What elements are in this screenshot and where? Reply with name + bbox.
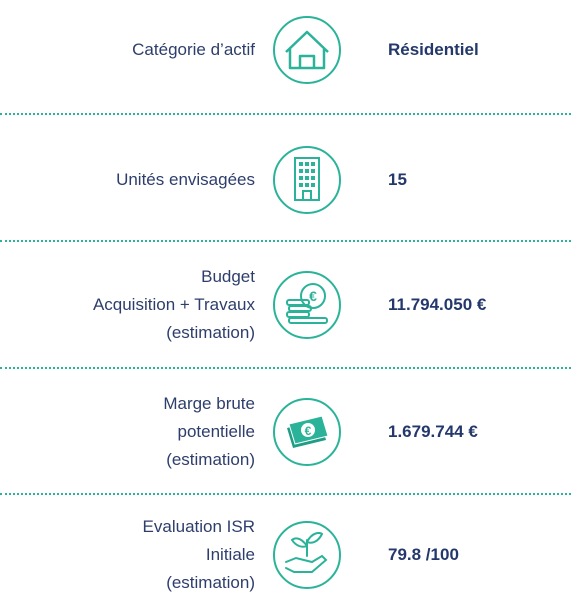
coins-icon: € (286, 283, 328, 324)
money-icon: € (287, 415, 329, 448)
label-line: Initiale (205, 545, 255, 564)
svg-text:€: € (309, 288, 317, 304)
row-value: 79.8 /100 (388, 545, 459, 564)
label-line: Acquisition + Travaux (92, 295, 255, 314)
row-value: Résidentiel (388, 40, 479, 59)
row-value: 11.794.050 € (388, 295, 487, 314)
label-line: Unités envisagées (116, 170, 255, 189)
building-icon (294, 157, 320, 201)
label-line: (estimation) (166, 450, 255, 469)
divider (0, 493, 571, 495)
label-line: (estimation) (166, 573, 255, 592)
label-line: Marge brute (163, 394, 255, 413)
label-line: Evaluation ISR (142, 517, 255, 536)
row-label: Unités envisagées (116, 166, 255, 194)
row-value: 15 (388, 170, 407, 189)
label-line: Catégorie d’actif (132, 40, 255, 59)
label-line: (estimation) (166, 323, 255, 342)
divider (0, 113, 571, 115)
icon-circle (273, 16, 341, 84)
row-label: Budget Acquisition + Travaux (estimation) (93, 263, 255, 347)
divider (0, 367, 571, 369)
row-label: Catégorie d’actif (132, 36, 255, 64)
divider (0, 240, 571, 242)
row-label: Evaluation ISR Initiale (estimation) (143, 513, 255, 596)
label-line: potentielle (177, 422, 255, 441)
row-label: Marge brute potentielle (estimation) (163, 390, 255, 474)
house-icon (285, 30, 329, 70)
plant-hand-icon (285, 532, 328, 573)
label-line: Budget (201, 267, 255, 286)
row-value: 1.679.744 € (388, 422, 478, 441)
svg-text:€: € (305, 424, 312, 438)
